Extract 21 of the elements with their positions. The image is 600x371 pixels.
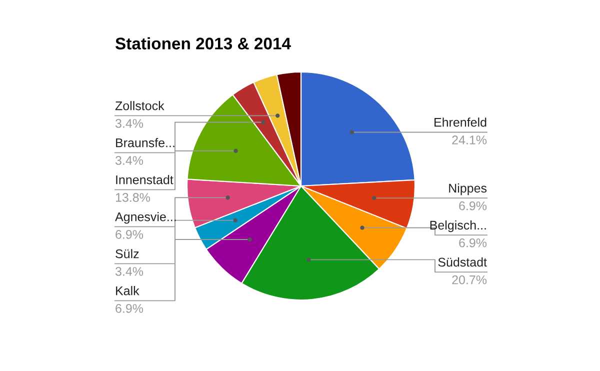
data-label: 6.9%	[459, 201, 487, 210]
slice-label: Braunsfe...	[116, 138, 174, 148]
slice-label: Belgisch...	[430, 220, 486, 232]
slice-label: Kalk	[116, 286, 140, 296]
slice-label: Nippes	[449, 183, 487, 196]
slice-label: Ehrenfeld	[434, 118, 486, 127]
slice-label: Südstadt	[438, 257, 487, 267]
data-label: 20.7%	[452, 275, 487, 284]
chart-title: Stationen 2013 & 2014	[115, 37, 291, 50]
data-label: 24.1%	[452, 136, 487, 144]
data-label: 6.9%	[116, 230, 144, 239]
data-label: 3.4%	[115, 267, 144, 276]
data-label: 13.8%	[116, 193, 150, 202]
data-label: 3.4%	[115, 119, 144, 128]
slice-label: Innenstadt	[116, 175, 174, 184]
slice-label: Zollstock	[115, 101, 164, 110]
data-label: 6.9%	[459, 238, 487, 248]
slice-label: Sülz	[116, 249, 139, 258]
slice-label: Agnesvie...	[115, 212, 176, 224]
data-label: 3.4%	[115, 156, 144, 165]
data-label: 6.9%	[116, 304, 144, 313]
